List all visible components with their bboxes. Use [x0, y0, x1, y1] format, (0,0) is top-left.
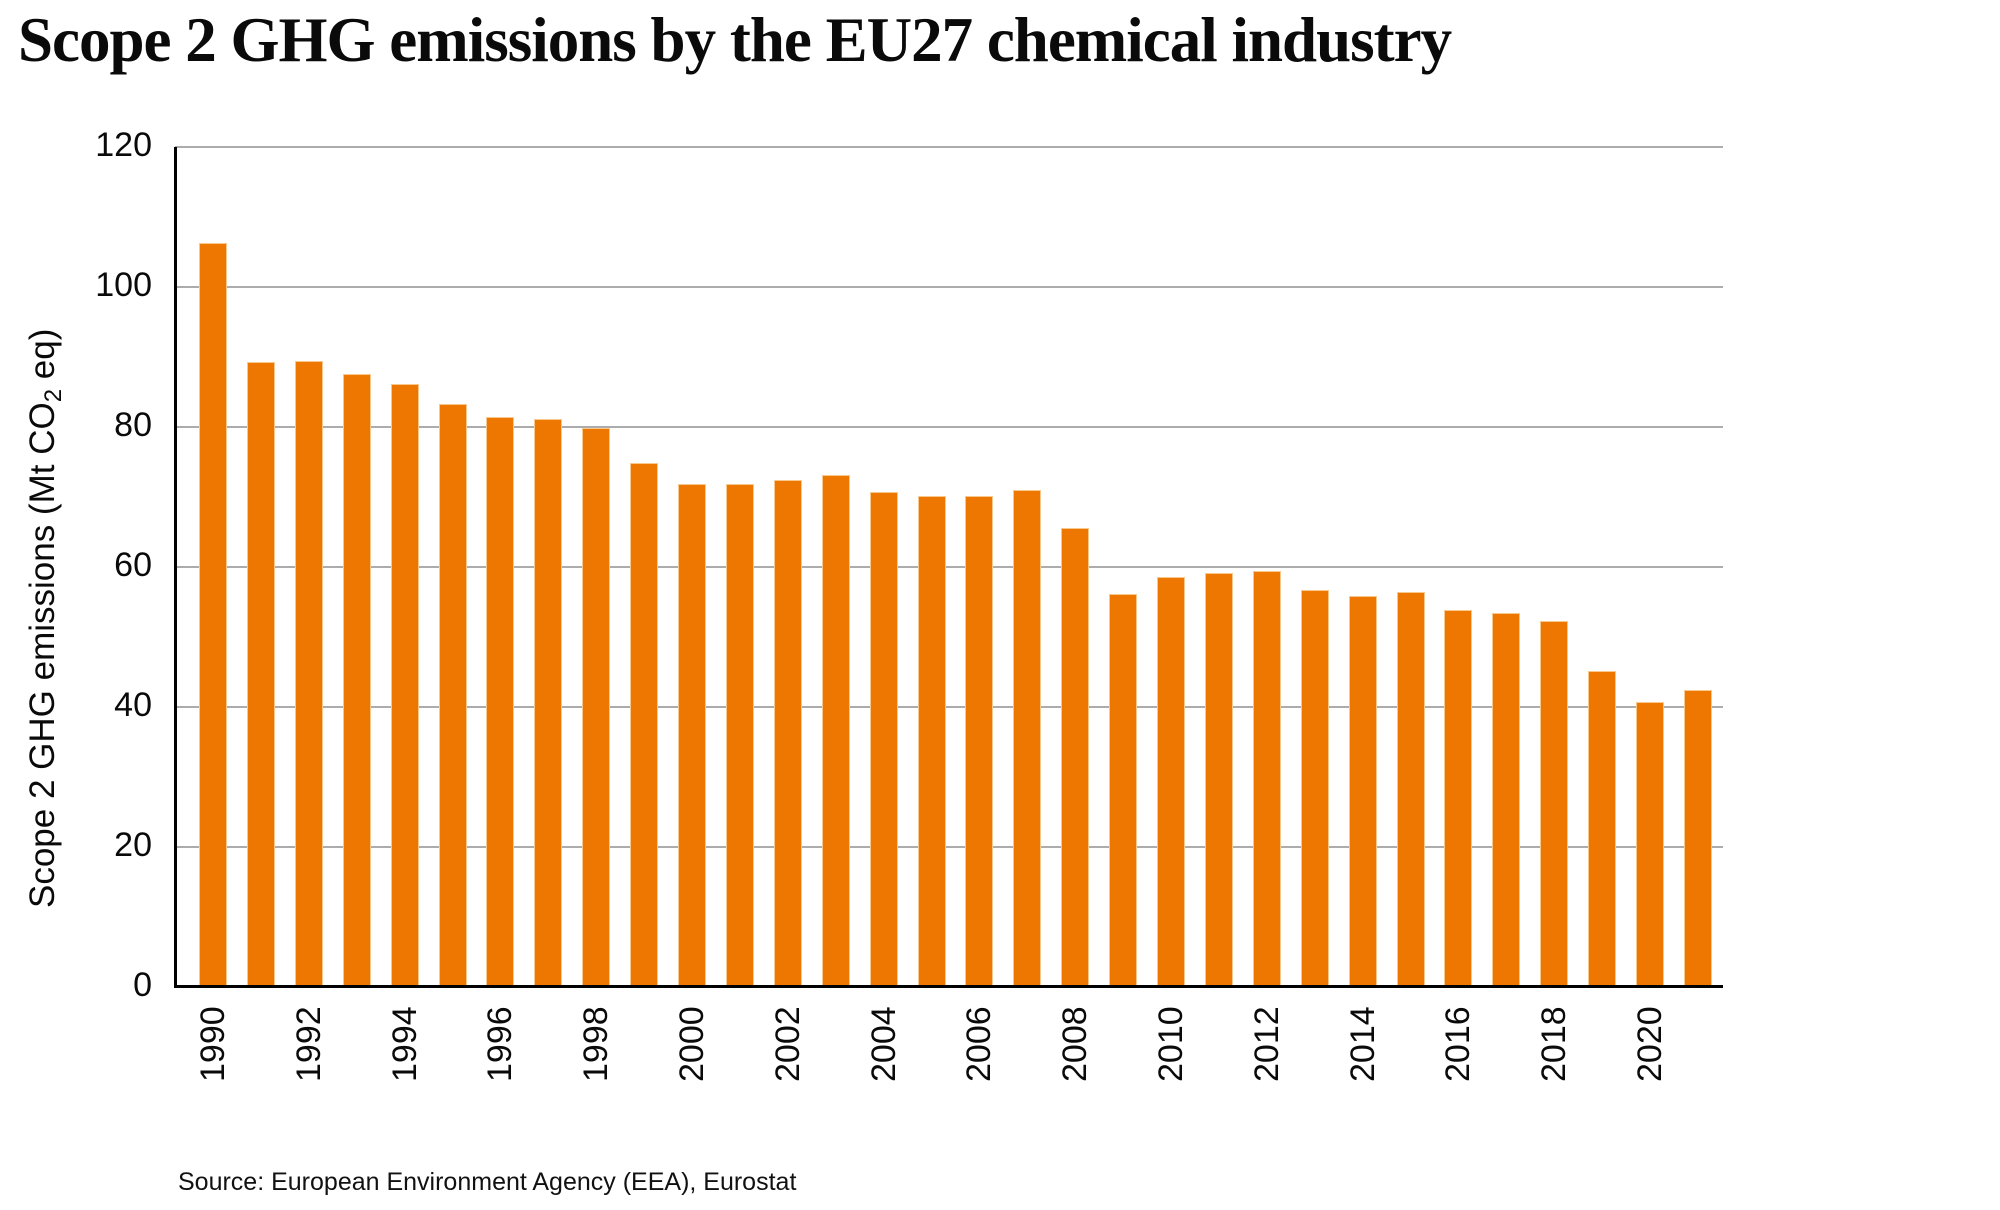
source-note: Source: European Environment Agency (EEA…: [178, 1168, 797, 1196]
bar-2019: [1588, 670, 1617, 987]
x-tick-label-2002: 2002: [768, 1006, 807, 1082]
y-tick-label-0: 0: [133, 966, 152, 1004]
bar-2014: [1348, 595, 1377, 987]
bar-1991: [246, 361, 275, 987]
bar-2018: [1540, 620, 1569, 987]
bar-2005: [917, 495, 946, 987]
bar-2003: [821, 475, 850, 987]
y-tick-label-20: 20: [114, 826, 152, 864]
bar-1996: [486, 417, 515, 987]
bar-2012: [1252, 571, 1281, 987]
y-tick-label-100: 100: [95, 266, 152, 304]
bar-2004: [869, 492, 898, 987]
y-tick-label-80: 80: [114, 406, 152, 444]
y-axis-line: [174, 147, 177, 988]
x-tick-label-2016: 2016: [1439, 1006, 1478, 1082]
bar-1999: [630, 462, 659, 987]
y-tick-label-40: 40: [114, 686, 152, 724]
bar-2001: [725, 484, 754, 987]
bar-1992: [294, 360, 323, 987]
y-tick-label-120: 120: [95, 126, 152, 164]
bar-1998: [582, 427, 611, 987]
bar-2002: [773, 480, 802, 987]
x-tick-label-2000: 2000: [673, 1006, 711, 1082]
gridline-80: [175, 426, 1723, 428]
bar-2007: [1013, 490, 1042, 987]
bar-1993: [342, 373, 371, 987]
y-tick-label-60: 60: [114, 546, 152, 584]
bar-1994: [390, 383, 419, 987]
y-axis-title-text-end: eq): [23, 328, 62, 389]
bar-1995: [438, 403, 467, 987]
x-tick-label-2020: 2020: [1631, 1006, 1669, 1082]
bar-2015: [1396, 592, 1425, 987]
bar-2013: [1300, 590, 1329, 987]
x-tick-label-1990: 1990: [194, 1006, 232, 1082]
x-tick-label-1992: 1992: [289, 1006, 328, 1082]
x-tick-label-1994: 1994: [385, 1006, 424, 1082]
plot-area: [175, 146, 1723, 987]
gridline-60: [175, 566, 1723, 568]
bar-1997: [534, 419, 563, 987]
bar-2009: [1109, 593, 1138, 987]
gridline-120: [175, 146, 1723, 148]
bar-2006: [965, 495, 994, 987]
x-tick-label-1996: 1996: [481, 1006, 520, 1082]
bar-2011: [1204, 573, 1233, 987]
bar-2020: [1636, 702, 1664, 987]
bar-2016: [1444, 609, 1473, 987]
x-tick-label-2004: 2004: [864, 1006, 903, 1082]
x-tick-label-2012: 2012: [1247, 1006, 1286, 1082]
bar-2017: [1492, 612, 1521, 987]
y-axis-title-subscript: 2: [40, 388, 67, 403]
x-tick-label-2006: 2006: [960, 1006, 999, 1082]
bar-1990: [199, 242, 227, 987]
x-tick-label-2010: 2010: [1152, 1006, 1190, 1082]
x-tick-label-2018: 2018: [1535, 1006, 1574, 1082]
gridline-100: [175, 286, 1723, 288]
x-tick-label-2008: 2008: [1056, 1006, 1095, 1082]
bar-2008: [1061, 527, 1090, 987]
bar-2021: [1683, 689, 1712, 987]
bar-2010: [1157, 576, 1185, 987]
chart-title: Scope 2 GHG emissions by the EU27 chemic…: [18, 5, 1452, 75]
x-tick-label-2014: 2014: [1343, 1006, 1382, 1082]
x-tick-label-1998: 1998: [577, 1006, 616, 1082]
gridline-20: [175, 846, 1723, 848]
gridline-40: [175, 706, 1723, 708]
x-axis-line: [174, 985, 1723, 988]
bar-2000: [678, 483, 706, 987]
